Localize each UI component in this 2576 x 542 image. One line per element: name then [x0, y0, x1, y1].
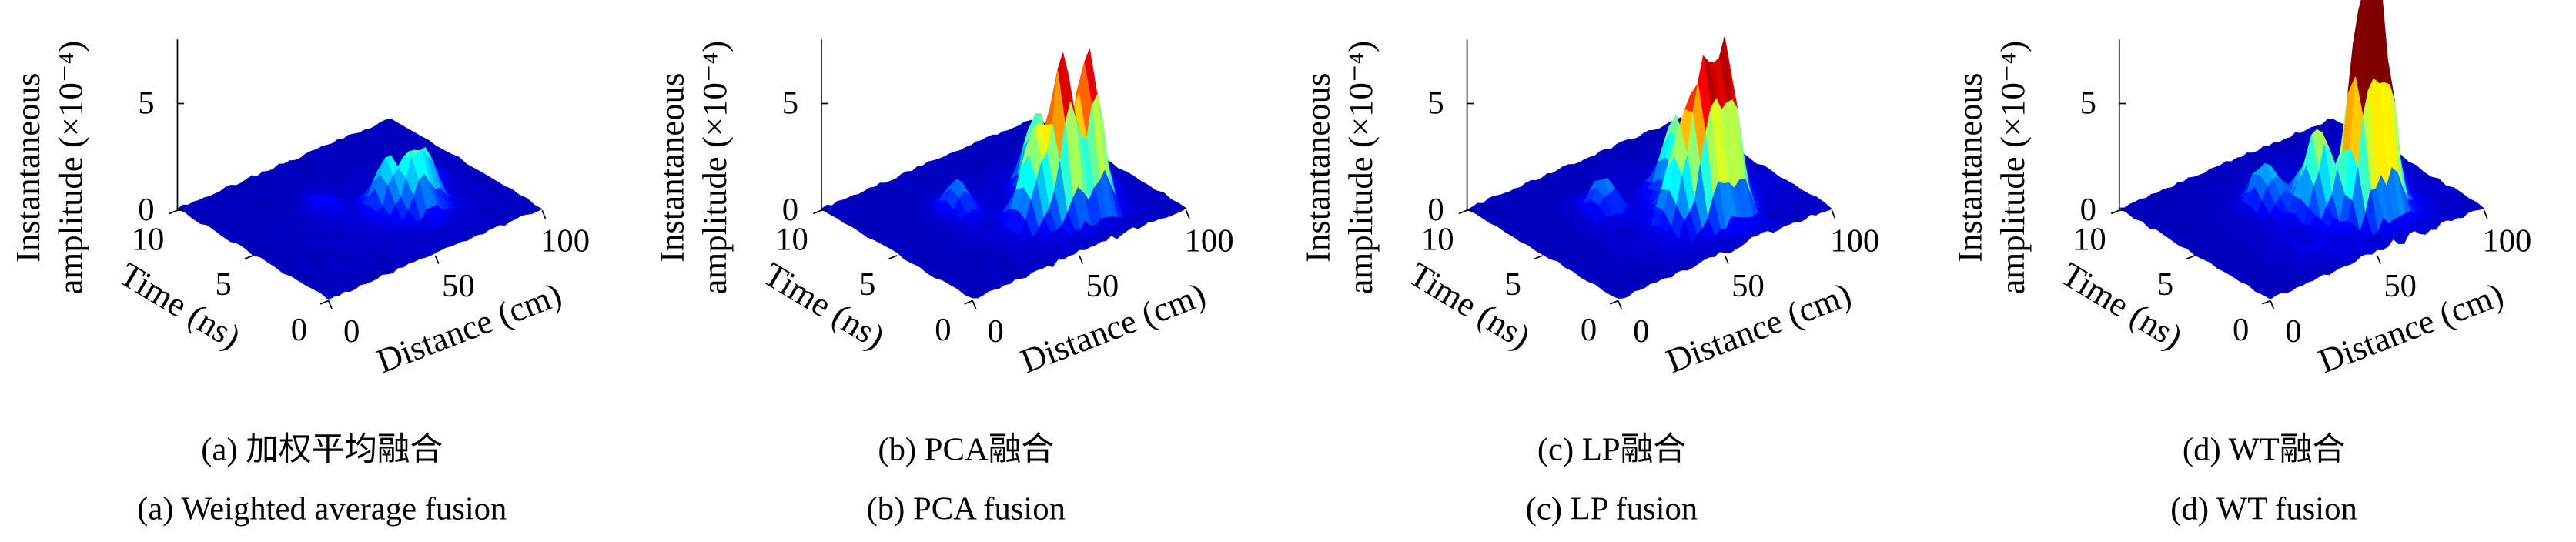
z-tick-label: 5: [1427, 85, 1444, 121]
y-tick: [888, 255, 898, 259]
x-tick-label: 100: [1185, 223, 1234, 259]
caption-en: (b) PCA fusion: [867, 490, 1066, 527]
caption-cn: (a) 加权平均融合: [201, 432, 443, 468]
y-tick-label: 5: [859, 266, 875, 303]
x-tick: [1185, 209, 1190, 219]
x-tick-label: 100: [2482, 223, 2531, 259]
surface: [2118, 0, 2485, 299]
x-tick-label: 0: [987, 313, 1003, 350]
x-tick-label: 100: [1830, 223, 1879, 259]
y-tick-label: 0: [935, 312, 951, 348]
x-tick: [1079, 255, 1084, 264]
z-label: Instantaneous: [653, 73, 691, 263]
x-tick-label: 50: [1086, 268, 1119, 304]
y-tick-label: 5: [216, 266, 232, 303]
y-tick: [1458, 209, 1467, 215]
y-tick-label: 5: [2157, 266, 2173, 303]
y-tick: [1534, 255, 1544, 259]
y-tick-label: 10: [2073, 221, 2106, 257]
caption-cn: (c) LP融合: [1537, 432, 1686, 468]
x-tick: [434, 255, 440, 264]
y-tick: [964, 299, 973, 305]
x-tick: [2270, 300, 2275, 309]
caption-cn: (d) WT融合: [2183, 432, 2345, 468]
y-tick-label: 0: [2233, 312, 2249, 348]
z-label: amplitude (×10⁻⁴): [1341, 41, 1380, 295]
y-tick: [812, 209, 822, 215]
y-tick: [2186, 255, 2196, 259]
z-tick-label: 0: [782, 192, 798, 228]
z-label: Instantaneous: [1951, 73, 1989, 263]
y-tick-label: 5: [1505, 266, 1521, 303]
x-tick-label: 100: [540, 223, 590, 259]
y-tick-label: 10: [132, 221, 165, 257]
x-tick-label: 50: [1731, 268, 1765, 304]
x-tick: [1831, 209, 1836, 219]
z-tick-label: 5: [138, 85, 154, 121]
surface-patch: [2262, 292, 2277, 299]
y-tick: [169, 209, 178, 215]
x-tick: [541, 209, 547, 219]
z-label: Instantaneous: [8, 73, 47, 263]
z-tick-label: 5: [2080, 85, 2096, 121]
surface-patch: [320, 290, 335, 300]
surface: [821, 47, 1187, 299]
y-tick-label: 10: [775, 221, 808, 257]
surface-patch: [1609, 293, 1625, 299]
z-tick-label: 5: [782, 85, 798, 121]
y-tick: [244, 255, 253, 259]
z-label: amplitude (×10⁻⁴): [52, 41, 90, 295]
caption-en: (d) WT fusion: [2170, 490, 2357, 527]
caption-cn: (b) PCA融合: [878, 432, 1054, 468]
x-tick-label: 50: [442, 268, 475, 304]
z-tick-label: 0: [1427, 192, 1444, 228]
z-label: Instantaneous: [1298, 73, 1337, 263]
z-tick-label: 0: [2080, 192, 2096, 228]
surface: [1466, 36, 1833, 299]
z-tick-label: 0: [138, 192, 154, 228]
x-tick: [1618, 300, 1622, 309]
z-label: amplitude (×10⁻⁴): [1993, 41, 2032, 295]
y-tick: [2110, 209, 2120, 215]
y-tick-label: 10: [1421, 221, 1454, 257]
y-tick-label: 0: [1581, 312, 1597, 348]
x-tick: [2483, 209, 2488, 219]
caption-en: (c) LP fusion: [1526, 490, 1698, 527]
x-tick-label: 0: [1633, 313, 1649, 350]
x-tick: [2377, 255, 2381, 264]
y-tick: [319, 299, 330, 305]
x-tick-label: 50: [2384, 268, 2417, 304]
surface: [176, 119, 544, 300]
caption-en: (a) Weighted average fusion: [137, 490, 507, 527]
x-tick: [1724, 255, 1729, 264]
x-tick: [327, 300, 333, 309]
x-tick-label: 0: [2285, 313, 2301, 350]
y-tick: [2262, 299, 2271, 305]
y-tick-label: 0: [291, 312, 307, 348]
z-label: amplitude (×10⁻⁴): [695, 41, 734, 295]
x-tick: [972, 300, 977, 309]
surface-patch: [964, 293, 979, 299]
y-tick: [1609, 299, 1619, 305]
x-tick-label: 0: [343, 313, 360, 350]
